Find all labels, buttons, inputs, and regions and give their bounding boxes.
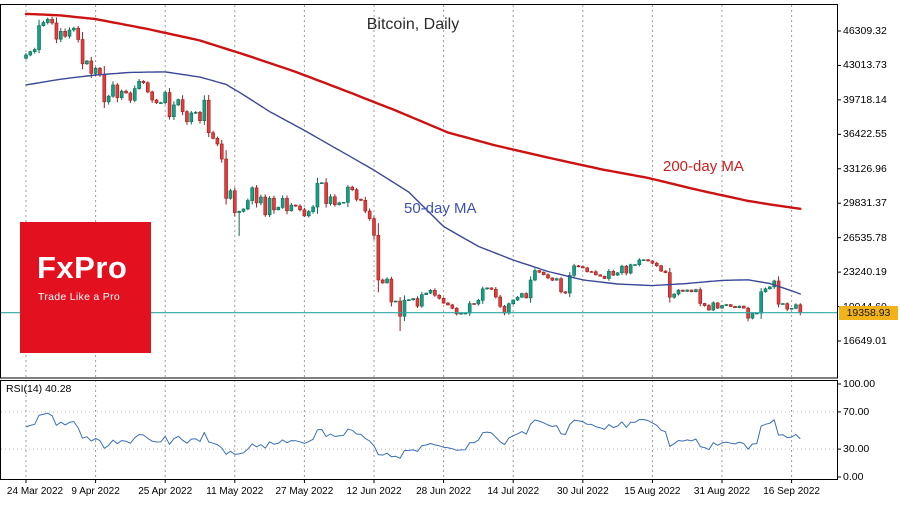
fxpro-logo-text: FxPro	[37, 250, 128, 285]
rsi-indicator-label: RSI(14) 40.28	[6, 383, 72, 395]
chart-title: Bitcoin, Daily	[366, 16, 460, 33]
ma200-annotation: 200-day MA	[663, 158, 744, 175]
current-price-tag: 19358.93	[839, 305, 898, 320]
fxpro-logo: FxPro Trade Like a Pro	[20, 222, 151, 353]
ma50-annotation: 50-day MA	[404, 200, 477, 217]
fxpro-logo-tagline: Trade Like a Pro	[38, 291, 121, 303]
